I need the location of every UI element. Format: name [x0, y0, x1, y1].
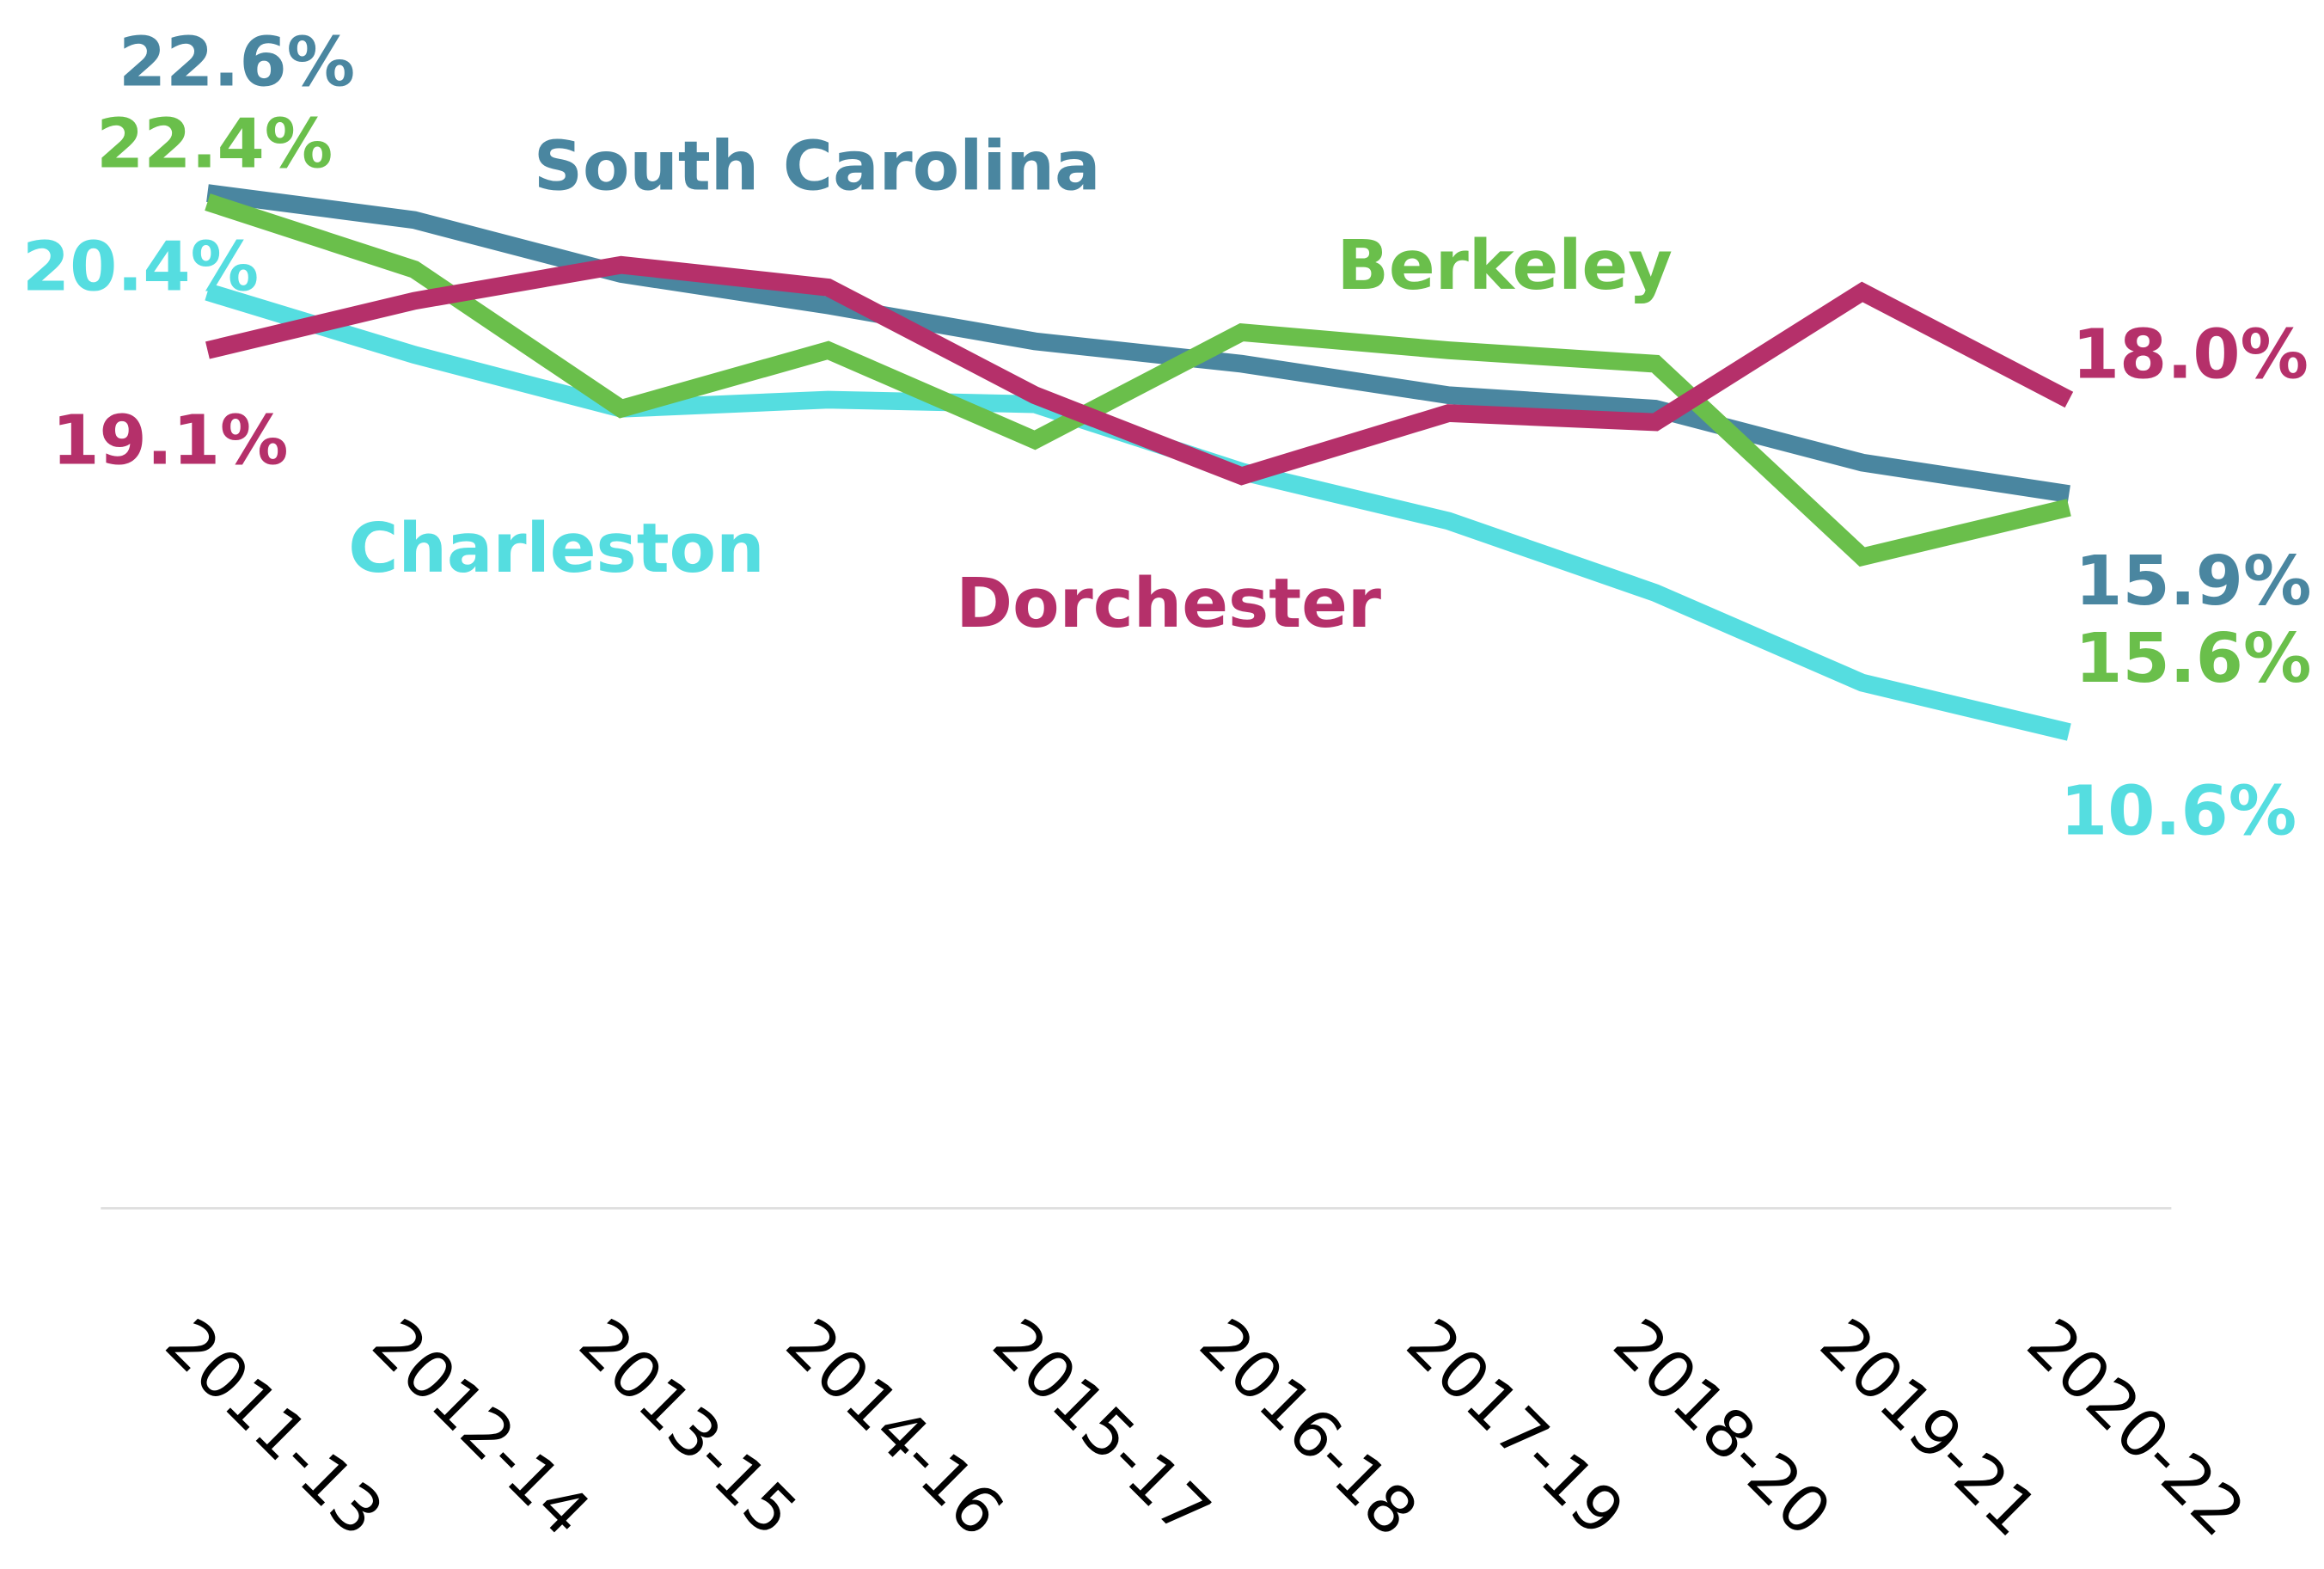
x-tick-label: 2015-17	[979, 1304, 1225, 1550]
data-label: 22.6%	[119, 22, 355, 102]
x-tick-label: 2011-13	[151, 1304, 397, 1550]
data-label: 15.6%	[2075, 618, 2311, 698]
x-tick-label: 2017-19	[1392, 1304, 1638, 1550]
x-tick-label: 2012-14	[358, 1304, 604, 1550]
x-tick-label: 2019-21	[1806, 1304, 2052, 1550]
data-label: 15.9%	[2075, 541, 2311, 621]
data-label: 19.1%	[52, 400, 288, 480]
x-tick-label: 2016-18	[1185, 1304, 1431, 1550]
data-label: 10.6%	[2060, 770, 2296, 850]
legend-label: Charleston	[348, 508, 764, 588]
legend-label: Dorchester	[956, 563, 1381, 643]
data-label: 18.0%	[2072, 314, 2309, 394]
series-line	[205, 255, 2074, 486]
series-line	[206, 184, 2070, 503]
x-tick-label: 2018-20	[1599, 1304, 1845, 1550]
x-tick-label: 2020-22	[2013, 1304, 2259, 1550]
x-tick-label: 2014-16	[772, 1304, 1018, 1550]
legend-label: South Carolina	[534, 126, 1101, 205]
x-tick-label: 2013-15	[565, 1304, 810, 1550]
data-label: 20.4%	[22, 227, 259, 307]
legend-label: Berkeley	[1336, 225, 1672, 305]
series-line	[205, 193, 2071, 567]
data-label: 22.4%	[96, 103, 333, 183]
